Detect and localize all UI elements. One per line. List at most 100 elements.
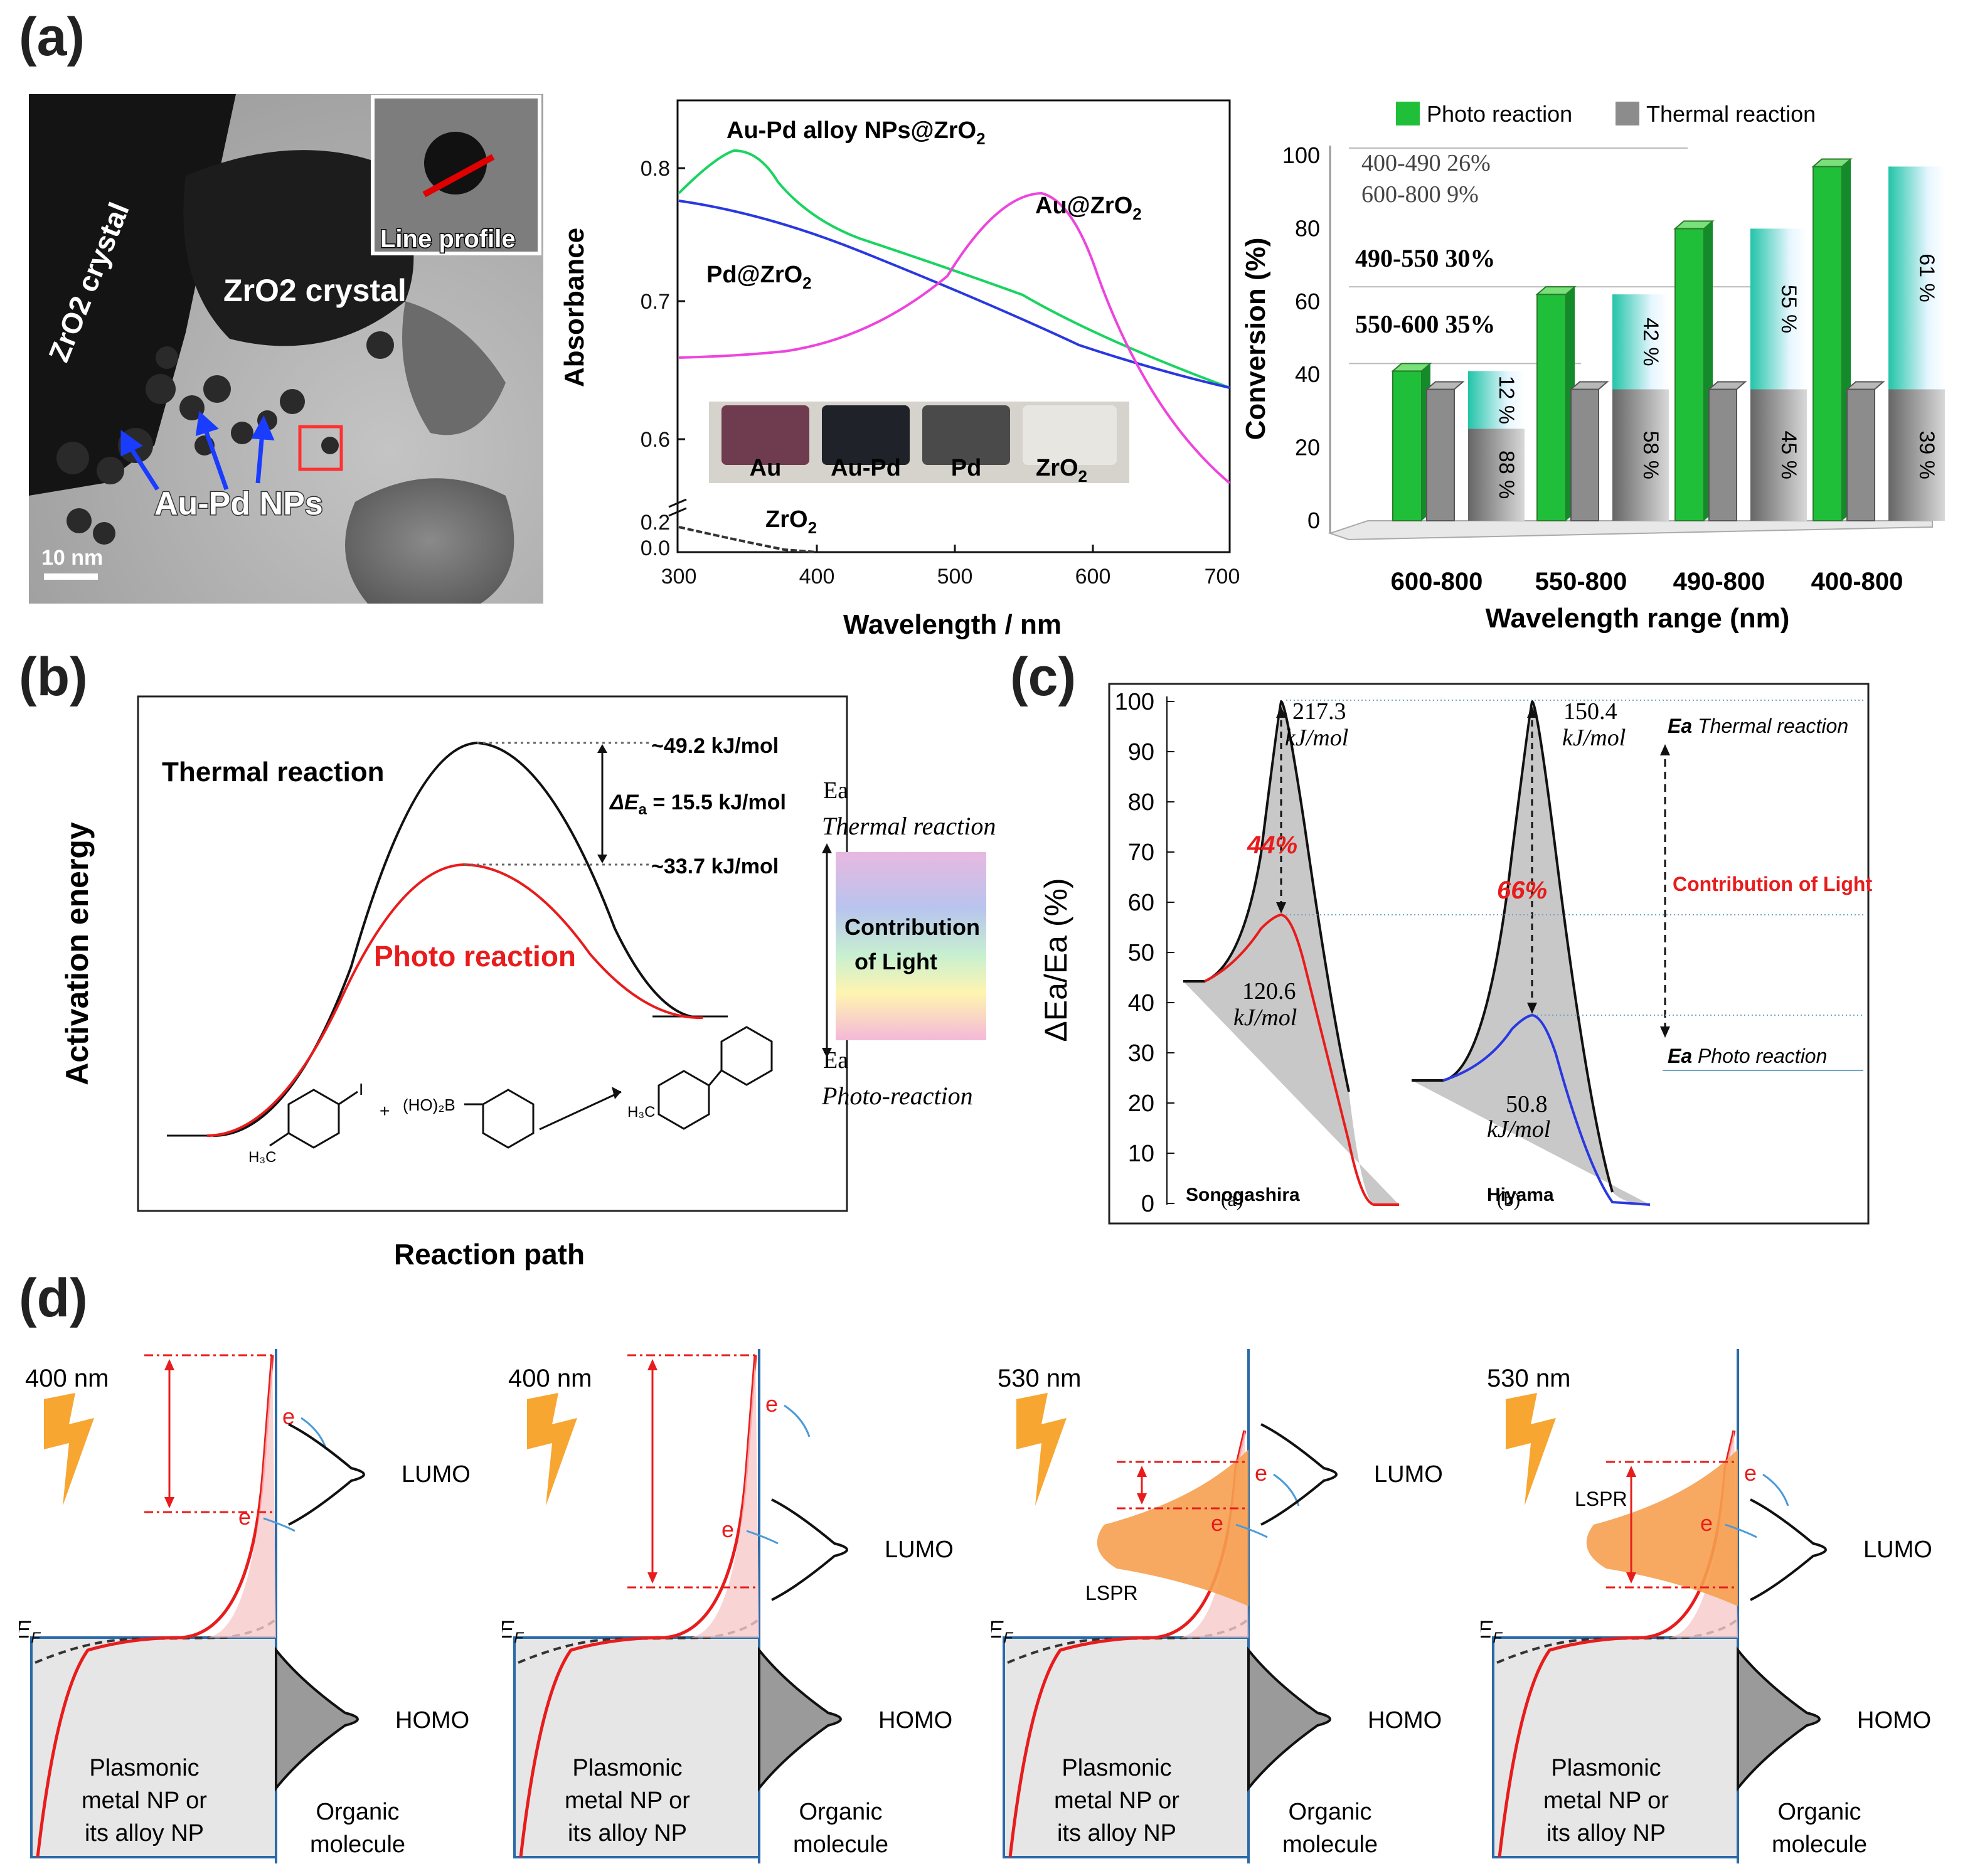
scale-bar-label: 10 nm [41,546,103,570]
ea-photo: Ea Photo reaction [1668,1045,1827,1067]
ytick: 80 [1295,215,1320,241]
organic-label: molecule [1282,1831,1378,1858]
homo-label: HOMO [1857,1707,1931,1734]
plot-frame [676,99,1231,553]
lumo-label: LUMO [1374,1461,1443,1488]
ytick: 60 [1295,289,1320,314]
energy-photo-value: ~33.7 kJ/mol [651,855,779,878]
metal-label: its alloy NP [568,1820,687,1847]
xtick: 700 [1205,565,1240,589]
zr-curve [678,526,817,553]
ytick: 40 [1128,990,1154,1016]
np-arrows [120,410,275,491]
value-label: 150.4 [1563,698,1617,725]
zr-label: ZrO2 [765,506,817,537]
legend-photo: Photo reaction [1427,101,1572,127]
energy-diagram: Activation energy Reaction path Thermal … [60,695,996,1271]
stack-thermal-label: 39 % [1915,430,1939,479]
lumo-curve [1260,1423,1338,1526]
metal-label: Plasmonic [572,1755,682,1781]
organic-label: molecule [310,1831,405,1858]
homo-label: HOMO [1368,1707,1442,1734]
stack-light [1612,294,1669,390]
stack-light-label: 42 % [1639,317,1663,366]
stack-thermal [1612,389,1669,521]
metal-box [1492,1636,1739,1858]
organic-label: molecule [1772,1831,1867,1858]
reaction-scheme [269,1026,773,1149]
pd-label: Pd@ZrO2 [706,262,812,292]
chart-floor [1328,520,1933,541]
legend-swatch-thermal [1616,102,1639,125]
distribution-curve [36,1355,274,1858]
au-curve [678,191,1231,484]
inset-label: Line profile [380,225,516,253]
stack-thermal-label: 58 % [1639,430,1663,479]
bar-thermal [1570,388,1599,522]
wavelength-label: 400 nm [25,1365,109,1392]
reaction-name: Sonogashira [1186,1185,1300,1205]
x-axis-label: Wavelength / nm [843,609,1062,640]
bar-thermal [1708,388,1737,522]
ytick: 20 [1295,435,1320,461]
ytick: 20 [1128,1090,1154,1117]
fermi-level-label: EF [1481,1617,1503,1646]
stack-light-label: 61 % [1915,253,1939,302]
xtick: 600 [1075,565,1111,589]
metal-label: Plasmonic [89,1755,199,1781]
stack-thermal [1888,389,1945,521]
crystal-label-2: ZrO2 crystal [223,273,407,308]
lspr-lobe [1097,1449,1248,1606]
wavelength-label: 530 nm [1487,1365,1570,1392]
wavelength-label: 400 nm [508,1365,592,1392]
bar-photo [1674,228,1705,521]
metal-label: Plasmonic [1551,1755,1661,1781]
panel-label-b: (b) [19,647,88,707]
bar-photo [1392,370,1422,521]
contribution-line1: Contribution [844,914,980,940]
ytick: 100 [1282,142,1320,168]
percent-label: 66% [1497,877,1547,904]
value-label: 50.8 [1506,1091,1548,1117]
chem-boronic: (HO)₂B [403,1095,455,1114]
unit-label: kJ/mol [1562,725,1626,751]
value-label: 217.3 [1292,698,1346,725]
ytick: 10 [1128,1141,1154,1167]
thermal-label: Thermal reaction [162,757,385,787]
homo-curve [758,1646,842,1792]
ea-top: Ea [823,777,848,804]
category-label: 490-800 [1673,568,1765,595]
metal-label: metal NP or [82,1788,207,1814]
lightning-icon [44,1393,94,1506]
ytick: 0.8 [641,157,670,181]
lspr-label: LSPR [1575,1488,1627,1510]
absorbance-chart: 0.8 0.7 0.6 0.2 0.0 300 400 500 600 700 … [559,99,1240,640]
sonogashira-thermal-curve [1183,700,1350,1092]
vial-label: Au [750,455,782,481]
scale-bar [44,573,98,580]
electron-label: e [238,1504,251,1530]
chem-iodine: I [359,1080,363,1099]
category-label: 400-800 [1811,568,1903,595]
ytick: 70 [1128,839,1154,866]
y-axis-label: Conversion (%) [1240,238,1271,440]
panel-label-d: (d) [19,1268,88,1328]
category-label: 600-800 [1391,568,1483,595]
delta-ea: ΔEa = 15.5 kJ/mol [609,791,786,818]
electron-label: e [1255,1460,1267,1486]
fermi-level-label: EF [19,1617,41,1646]
stack-light [1468,371,1525,429]
band-diagram-3: 530 nm EF LSPR e e LUMO HOMO Plasmonic metal NP … [991,1349,1443,1863]
stack-thermal [1468,429,1525,521]
band-diagram-4: 530 nm EF LSPR e e LUMO HOMO Plasmonic metal NP … [1481,1349,1932,1863]
electron-label: e [282,1404,295,1429]
lumo-label: LUMO [402,1461,471,1488]
vial-label: ZrO2 [1036,455,1087,486]
ytick: 60 [1128,890,1154,916]
homo-label: HOMO [395,1707,469,1734]
metal-box [1003,1636,1250,1858]
lspr-lobe [1586,1449,1738,1606]
alloy-curve [678,149,1230,389]
series-label: (a) [1221,1188,1243,1210]
ytick: 0 [1307,508,1320,533]
